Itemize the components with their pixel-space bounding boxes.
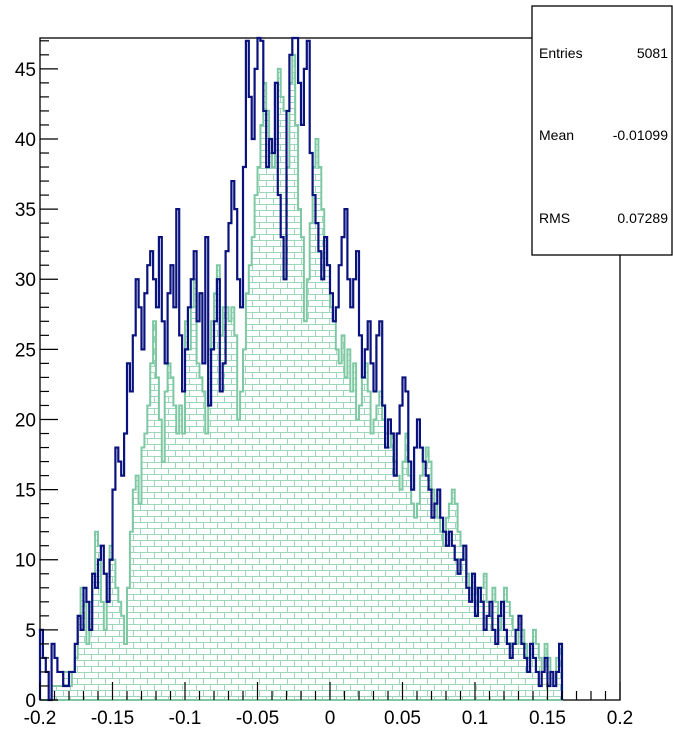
x-tick-label: 0 [325,708,336,729]
x-tick-label: -0.2 [24,708,57,729]
y-tick-label: 25 [15,340,36,361]
stats-rms-value: 0.07289 [617,210,668,226]
stats-box-border [531,5,673,256]
x-tick-label: 0.2 [607,708,633,729]
stats-entries-label: Entries [539,45,583,61]
x-tick-label: -0.05 [236,708,279,729]
x-tick-label: -0.1 [169,708,202,729]
y-tick-label: 45 [15,60,36,81]
y-tick-label: 15 [15,481,36,502]
x-tick-label: 0.1 [462,708,488,729]
y-tick-label: 20 [15,410,36,431]
y-tick-label: 0 [25,691,36,712]
x-tick-label: 0.05 [384,708,421,729]
histogram-line-series [38,36,564,702]
stats-mean-value: -0.01099 [613,127,668,143]
stats-rms-label: RMS [539,210,570,226]
stats-entries-value: 5081 [637,45,668,61]
y-tick-label: 5 [25,621,36,642]
stats-box: Entries 5081 Mean -0.01099 RMS 0.07289 [531,5,673,256]
x-tick-label: 0.15 [529,708,566,729]
line-histogram-layer [38,36,564,702]
y-tick-label: 30 [15,270,36,291]
y-tick-label: 35 [15,200,36,221]
y-tick-label: 10 [15,551,36,572]
y-tick-label: 40 [15,130,36,151]
axes-layer: -0.2 -0.15 -0.1 -0.05 0 0.05 0.1 0.15 0.2 0 5 10 15 2… [15,40,633,729]
stats-mean-label: Mean [539,127,574,143]
x-tick-label: -0.15 [91,708,134,729]
